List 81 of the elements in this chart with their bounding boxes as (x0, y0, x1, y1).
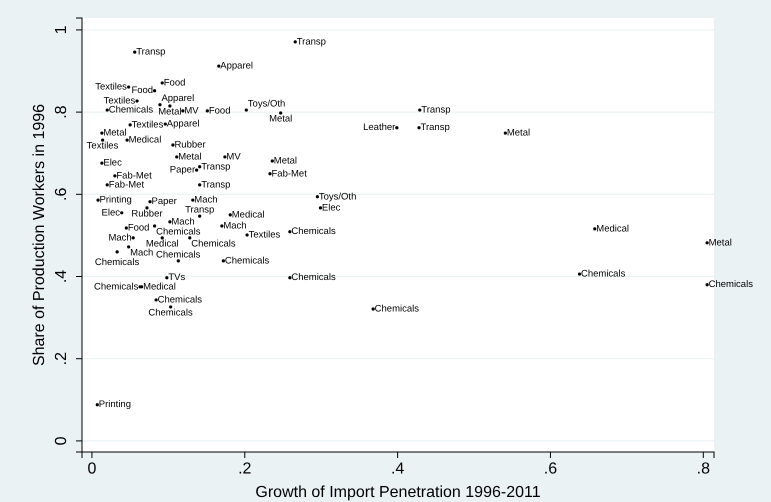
data-label: Chemicals (156, 249, 201, 260)
data-label: Medical (128, 134, 162, 146)
data-label: Metal (103, 128, 127, 139)
data-label: Textiles (104, 96, 136, 107)
data-label: Transp (136, 46, 166, 58)
data-label: Medical (596, 223, 630, 234)
data-label: Food (208, 105, 230, 116)
data-label: Metal (506, 128, 530, 139)
data-label: Transp (421, 104, 450, 116)
data-label: Textiles (248, 230, 280, 240)
data-label: Chemicals (156, 226, 201, 238)
data-label: Chemicals (224, 255, 270, 266)
y-tick-label: .4 (53, 270, 70, 284)
data-label: MV (226, 151, 242, 162)
data-label: Chemicals (581, 268, 626, 280)
data-label: Leather (363, 122, 396, 134)
data-label: Chemicals (158, 294, 202, 306)
y-tick-label: .6 (53, 188, 70, 201)
data-label: Apparel (220, 60, 254, 72)
data-label: Chemicals (291, 272, 336, 284)
data-label: Toys/Oth (318, 191, 356, 202)
data-label: Elec (103, 158, 122, 169)
data-label: Metal (158, 106, 182, 118)
data-label: Chemicals (148, 307, 193, 318)
y-tick-label: .2 (53, 352, 70, 366)
data-label: Elec (322, 202, 341, 214)
x-tick-label: .8 (696, 460, 710, 478)
y-axis-title: Share of Production Workers in 1996 (31, 104, 48, 366)
data-label: Fab-Met (271, 168, 308, 180)
data-label: Paper (170, 164, 196, 176)
data-label: Transp (296, 36, 326, 48)
data-label: Toys/Oth (248, 98, 286, 110)
y-tick-label: .8 (53, 105, 70, 119)
data-label: Chemicals (291, 226, 336, 238)
data-label: Rubber (131, 208, 163, 220)
data-label: Food (128, 222, 150, 234)
data-label: Paper (152, 196, 177, 208)
data-label: Mach (130, 247, 154, 258)
y-tick-label: 1 (53, 25, 70, 34)
data-label: Chemicals (108, 104, 154, 116)
data-label: Textiles (132, 119, 164, 130)
x-tick-label: .2 (238, 460, 252, 478)
data-label: Metal (178, 151, 202, 162)
data-label: Mach (194, 194, 218, 206)
data-label: Rubber (174, 139, 206, 150)
data-label: Textiles (95, 82, 128, 93)
data-label: Transp (201, 161, 230, 172)
data-label: Chemicals (191, 238, 236, 250)
data-label: Elec (102, 207, 120, 218)
x-axis-title: Growth of Import Penetration 1996-2011 (255, 484, 541, 501)
data-label: Metal (269, 113, 292, 124)
data-label: Metal (708, 237, 732, 248)
data-label: Medical (232, 209, 265, 220)
data-label: Food (131, 85, 154, 96)
data-label: Mach (108, 232, 132, 244)
data-label: Printing (98, 399, 132, 410)
data-label: Food (164, 77, 186, 88)
data-label: Chemicals (708, 279, 754, 290)
data-label: Printing (100, 194, 132, 206)
data-label: Apparel (166, 118, 200, 130)
data-label: Chemicals (94, 256, 140, 268)
data-label: MV (184, 105, 200, 116)
data-label: Transp (201, 179, 230, 190)
x-tick-label: .4 (390, 460, 404, 478)
x-tick-label: 0 (87, 460, 96, 478)
data-label: Apparel (161, 93, 194, 104)
data-label: Fab-Met (116, 170, 152, 182)
data-label: Textiles (86, 140, 119, 152)
data-label: Transp (420, 122, 450, 134)
data-label: TVs (168, 272, 186, 284)
data-label: Medical (143, 281, 176, 292)
data-label: Fab-Met (108, 179, 144, 190)
y-tick-label: 0 (53, 436, 70, 446)
data-label: Medical (146, 238, 179, 250)
x-tick-label: .6 (544, 460, 558, 478)
data-label: Metal (274, 156, 298, 167)
data-label: Mach (223, 220, 247, 232)
data-label: Transp (185, 204, 214, 216)
data-label: Chemicals (374, 303, 420, 314)
data-label: Chemicals (94, 281, 139, 292)
data-label: Mach (171, 216, 195, 228)
